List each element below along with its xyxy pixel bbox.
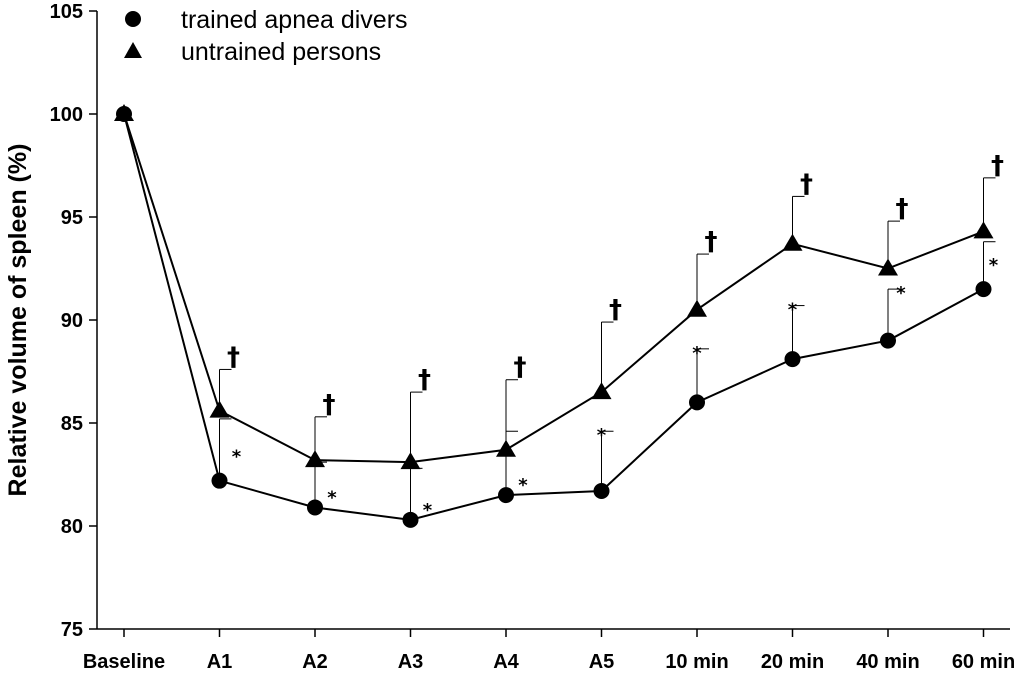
x-tick-label: 40 min: [856, 651, 919, 673]
axes: 75 80 85 90 95 100 105 Baseline A1 A2 A3 A4 A5 10 min…: [50, 1, 1016, 673]
data-point-trained: [402, 511, 419, 528]
significance-dagger: †: [800, 169, 813, 199]
data-point-trained: [307, 499, 323, 516]
significance-asterisk: *: [518, 475, 528, 496]
significance-asterisk: *: [423, 500, 433, 521]
significance-marks: * * * * * * * * * † † † † † † † † †: [227, 151, 1004, 521]
data-point-trained: [880, 332, 896, 349]
data-point-untrained: [114, 104, 134, 121]
significance-asterisk: *: [597, 425, 607, 446]
data-point-untrained: [687, 299, 707, 317]
x-tick-label: 10 min: [665, 651, 728, 673]
significance-asterisk: *: [327, 487, 337, 508]
legend-triangle-marker: [124, 42, 142, 58]
data-point-untrained: [973, 221, 994, 239]
data-point-untrained: [878, 258, 898, 276]
significance-asterisk: *: [788, 300, 798, 321]
series-lines: [123, 113, 984, 521]
legend-label-trained: trained apnea divers: [181, 6, 408, 34]
x-tick-label: A3: [398, 651, 424, 673]
significance-dagger: †: [227, 342, 240, 372]
significance-asterisk: *: [232, 447, 242, 468]
y-tick-label: 100: [50, 104, 83, 126]
error-bars: [219, 177, 996, 520]
significance-dagger: †: [896, 194, 909, 224]
x-tick-label: A5: [589, 651, 615, 673]
y-axis-title: Relative volume of spleen (%): [4, 144, 32, 497]
significance-asterisk: *: [692, 343, 702, 364]
data-point-trained: [975, 281, 992, 298]
legend-label-untrained: untrained persons: [181, 38, 381, 66]
y-tick-label: 90: [61, 310, 83, 332]
y-tick-label: 75: [61, 619, 83, 641]
data-point-untrained: [400, 452, 421, 470]
data-point-untrained: [209, 400, 230, 418]
legend-circle-marker: [125, 11, 141, 27]
significance-dagger: †: [705, 227, 718, 257]
significance-dagger: †: [514, 353, 527, 383]
x-tick-label: A2: [302, 651, 328, 673]
y-tick-label: 95: [61, 207, 83, 229]
data-point-trained: [498, 487, 514, 504]
series-markers: [114, 104, 994, 528]
series-line-trained: [123, 113, 984, 521]
y-tick-label: 105: [50, 1, 83, 23]
y-tick-label: 85: [61, 413, 83, 435]
significance-dagger: †: [323, 390, 336, 420]
data-point-trained: [211, 472, 228, 489]
x-tick-label: A4: [493, 651, 519, 673]
legend: trained apnea divers untrained persons: [124, 6, 408, 66]
significance-asterisk: *: [896, 283, 906, 304]
data-point-untrained: [496, 439, 516, 457]
x-tick-label: Baseline: [83, 651, 165, 673]
x-tick-label: A1: [207, 651, 233, 673]
y-tick-label: 80: [61, 516, 83, 538]
significance-asterisk: *: [989, 255, 999, 276]
data-point-untrained: [782, 233, 803, 251]
data-point-trained: [593, 482, 610, 499]
data-point-untrained: [305, 450, 325, 468]
data-point-trained: [784, 351, 801, 368]
data-point-trained: [689, 394, 705, 411]
significance-dagger: †: [418, 365, 431, 395]
data-point-untrained: [591, 382, 612, 400]
significance-dagger: †: [609, 295, 622, 325]
x-tick-label: 60 min: [952, 651, 1015, 673]
series-line-untrained: [123, 113, 984, 464]
x-tick-label: 20 min: [761, 651, 824, 673]
significance-dagger: †: [991, 151, 1004, 181]
